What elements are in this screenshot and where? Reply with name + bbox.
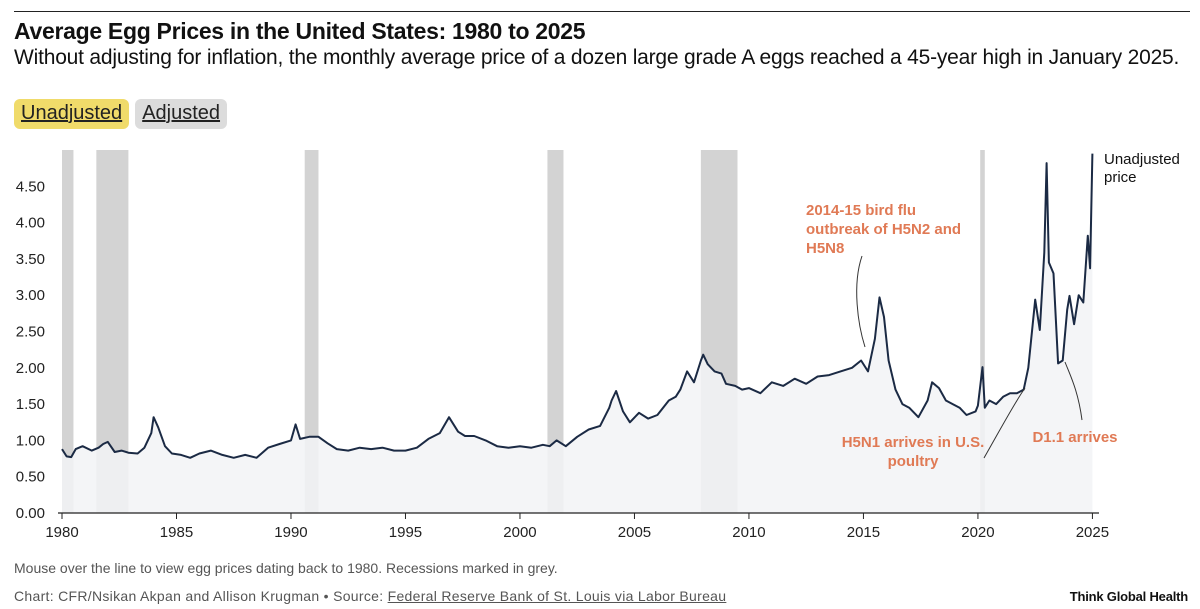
y-tick-label: 4.50 bbox=[16, 178, 45, 195]
annotation-2: D1.1 arrives bbox=[1032, 429, 1117, 446]
page-subtitle: Without adjusting for inflation, the mon… bbox=[14, 46, 1180, 69]
recession-band-5 bbox=[980, 150, 985, 513]
y-tick-label: 1.00 bbox=[16, 432, 45, 449]
brand-logo-text: Think Global Health bbox=[1069, 589, 1188, 604]
page-title: Average Egg Prices in the United States:… bbox=[14, 18, 586, 44]
y-tick-label: 4.00 bbox=[16, 215, 45, 232]
x-tick-label: 1985 bbox=[160, 524, 193, 541]
y-tick-label: 3.50 bbox=[16, 251, 45, 268]
x-tick-label: 2000 bbox=[503, 524, 536, 541]
axes: 0.00 0.50 1.00 1.50 2.00 2.50 3.00 3.50 4.00 4.50… bbox=[16, 178, 1109, 541]
recession-band-2 bbox=[304, 150, 319, 513]
egg-price-line-chart[interactable]: 0.00 0.50 1.00 1.50 2.00 2.50 3.00 3.50 4.00 4.50… bbox=[0, 140, 1200, 550]
x-tick-label: 2020 bbox=[961, 524, 994, 541]
recession-band-0 bbox=[62, 150, 74, 513]
annotation-0: 2014-15 bird flu outbreak of H5N2 and H5N8 bbox=[806, 202, 961, 257]
x-tick-label: 2015 bbox=[847, 524, 880, 541]
price-area-fill bbox=[62, 153, 1093, 513]
y-tick-label: 3.00 bbox=[16, 287, 45, 304]
annotation-leader-2 bbox=[1064, 361, 1083, 421]
recession-band-3 bbox=[547, 150, 564, 513]
price-area bbox=[62, 153, 1093, 513]
y-tick-label: 1.50 bbox=[16, 396, 45, 413]
annotation-leader-0 bbox=[856, 255, 866, 348]
y-tick-label: 0.00 bbox=[16, 505, 45, 522]
x-tick-label: 2010 bbox=[732, 524, 765, 541]
x-tick-label: 1980 bbox=[45, 524, 78, 541]
y-tick-label: 0.50 bbox=[16, 469, 45, 486]
annotation-1: H5N1 arrives in U.S. poultry bbox=[842, 434, 985, 470]
y-tick-label: 2.00 bbox=[16, 360, 45, 377]
x-tick-label: 1990 bbox=[274, 524, 307, 541]
x-tick-label: 2005 bbox=[618, 524, 651, 541]
adjustment-toggle-group: Unadjusted Adjusted bbox=[14, 99, 228, 129]
chart-note: Mouse over the line to view egg prices d… bbox=[14, 560, 558, 576]
top-rule bbox=[14, 11, 1190, 12]
annotation-leader-1 bbox=[983, 387, 1026, 459]
chart-credit: Chart: CFR/Nsikan Akpan and Allison Krug… bbox=[14, 588, 726, 604]
series-end-label: Unadjusted price bbox=[1104, 151, 1180, 186]
credit-text: Chart: CFR/Nsikan Akpan and Allison Krug… bbox=[14, 588, 388, 604]
x-tick-label: 2025 bbox=[1076, 524, 1109, 541]
unadjusted-toggle-button[interactable]: Unadjusted bbox=[14, 99, 130, 129]
y-tick-label: 2.50 bbox=[16, 324, 45, 341]
annotations: Unadjusted price 2014-15 bird flu outbreak … bbox=[806, 151, 1180, 470]
adjusted-toggle-button[interactable]: Adjusted bbox=[135, 99, 228, 129]
price-series-line[interactable] bbox=[61, 153, 1094, 459]
source-link[interactable]: Federal Reserve Bank of St. Louis via La… bbox=[387, 588, 727, 604]
price-line[interactable] bbox=[61, 153, 1094, 459]
x-tick-label: 1995 bbox=[389, 524, 422, 541]
